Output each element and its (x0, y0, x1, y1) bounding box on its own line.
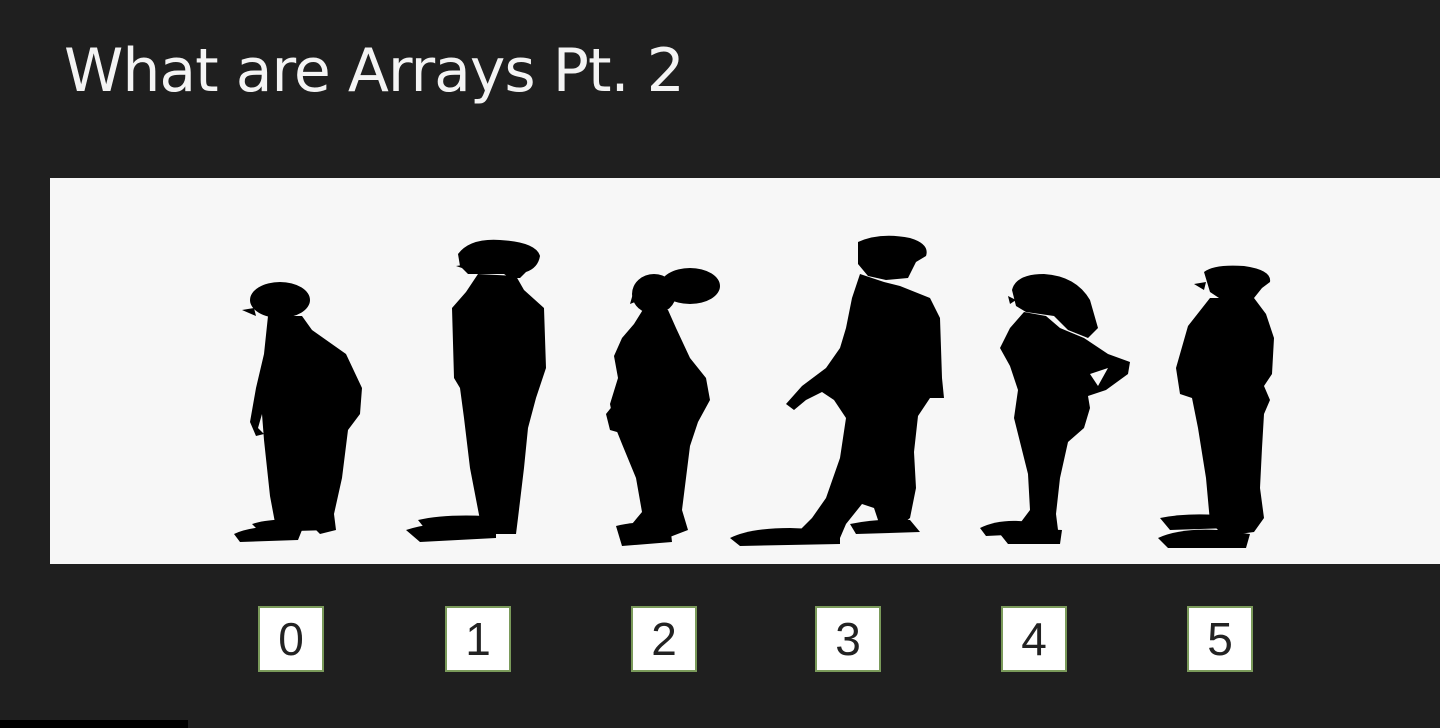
array-index-4: 4 (1001, 606, 1067, 672)
slide-title: What are Arrays Pt. 2 (64, 36, 685, 106)
array-index-0: 0 (258, 606, 324, 672)
person-silhouette-icon (606, 268, 720, 546)
array-index-5: 5 (1187, 606, 1253, 672)
array-index-2: 2 (631, 606, 697, 672)
person-silhouette-icon (980, 274, 1130, 544)
person-silhouette-icon (730, 235, 944, 546)
person-silhouette-icon (1158, 265, 1274, 548)
array-index-3: 3 (815, 606, 881, 672)
bottom-left-bar (0, 720, 188, 728)
person-silhouette-icon (234, 282, 362, 542)
silhouette-row (234, 235, 1274, 548)
array-index-1: 1 (445, 606, 511, 672)
person-silhouette-icon (406, 239, 546, 542)
silhouette-panel (50, 178, 1440, 564)
